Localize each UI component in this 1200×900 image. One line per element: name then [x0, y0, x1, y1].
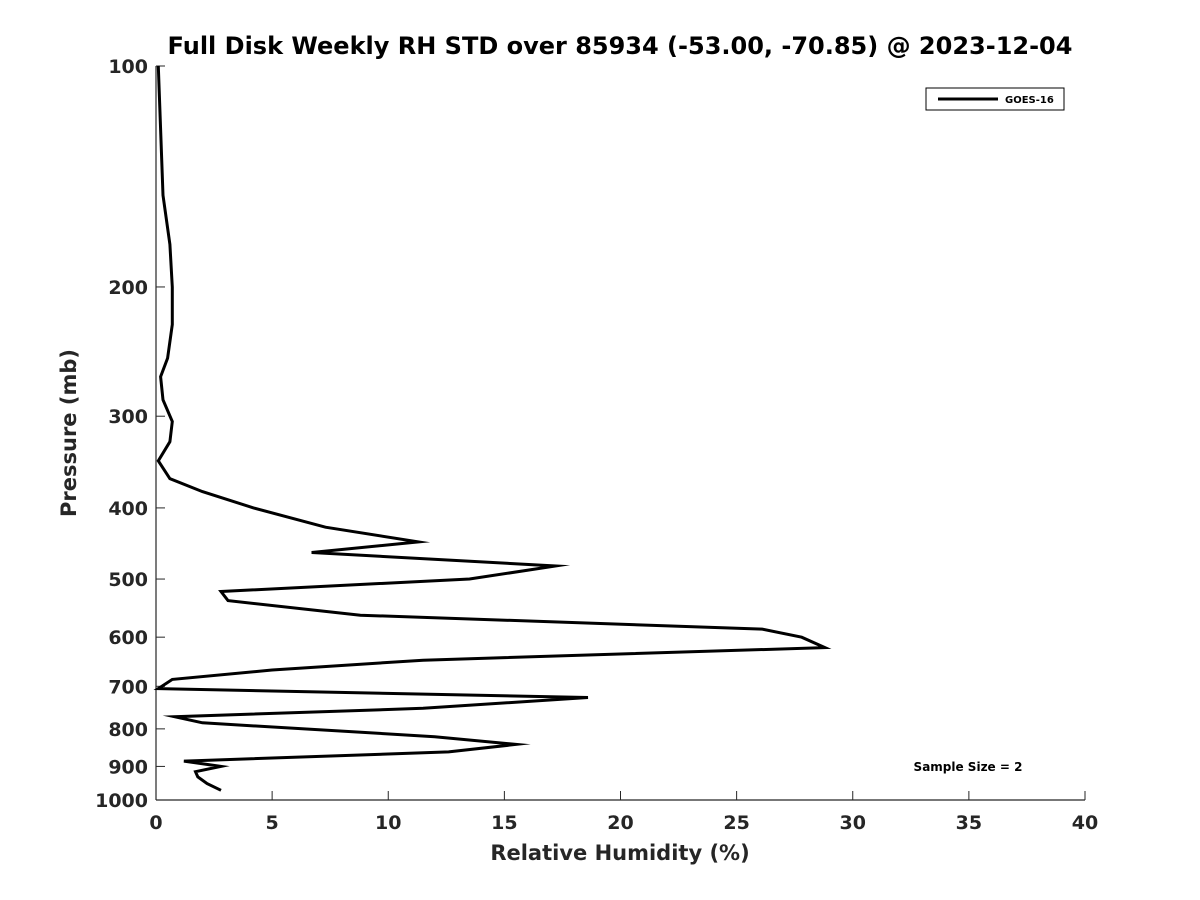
x-axis-label: Relative Humidity (%): [490, 841, 749, 865]
y-tick-label: 200: [108, 277, 148, 299]
y-tick-label: 800: [108, 719, 148, 741]
y-tick-label: 500: [108, 569, 148, 591]
x-tick-label: 0: [149, 812, 162, 834]
y-tick-label: 100: [108, 56, 148, 78]
x-tick-label: 40: [1072, 812, 1098, 834]
y-tick-label: 400: [108, 498, 148, 520]
y-axis-label: Pressure (mb): [57, 349, 81, 517]
x-tick-label: 20: [607, 812, 633, 834]
sample-size-annotation: Sample Size = 2: [914, 760, 1023, 774]
chart-title: Full Disk Weekly RH STD over 85934 (-53.…: [168, 32, 1073, 60]
x-tick-label: 15: [491, 812, 517, 834]
y-tick-label: 900: [108, 756, 148, 778]
x-axis-ticks: 0 5 10 15 20 25 30 35 40: [149, 791, 1098, 834]
x-tick-label: 35: [956, 812, 982, 834]
legend-label-goes-16: GOES-16: [1005, 95, 1054, 106]
y-axis-ticks: 100 200 300 400 500 600 700 800 900 1000: [95, 56, 165, 812]
x-tick-label: 30: [840, 812, 866, 834]
legend: GOES-16: [925, 87, 1065, 111]
y-tick-label: 700: [108, 676, 148, 698]
x-tick-label: 10: [375, 812, 401, 834]
plot-series: [153, 65, 832, 792]
x-tick-label: 25: [723, 812, 749, 834]
y-tick-label: 300: [108, 406, 148, 428]
y-tick-label: 600: [108, 627, 148, 649]
x-tick-label: 5: [266, 812, 279, 834]
series-line: [153, 65, 832, 792]
y-tick-label: 1000: [95, 790, 148, 812]
